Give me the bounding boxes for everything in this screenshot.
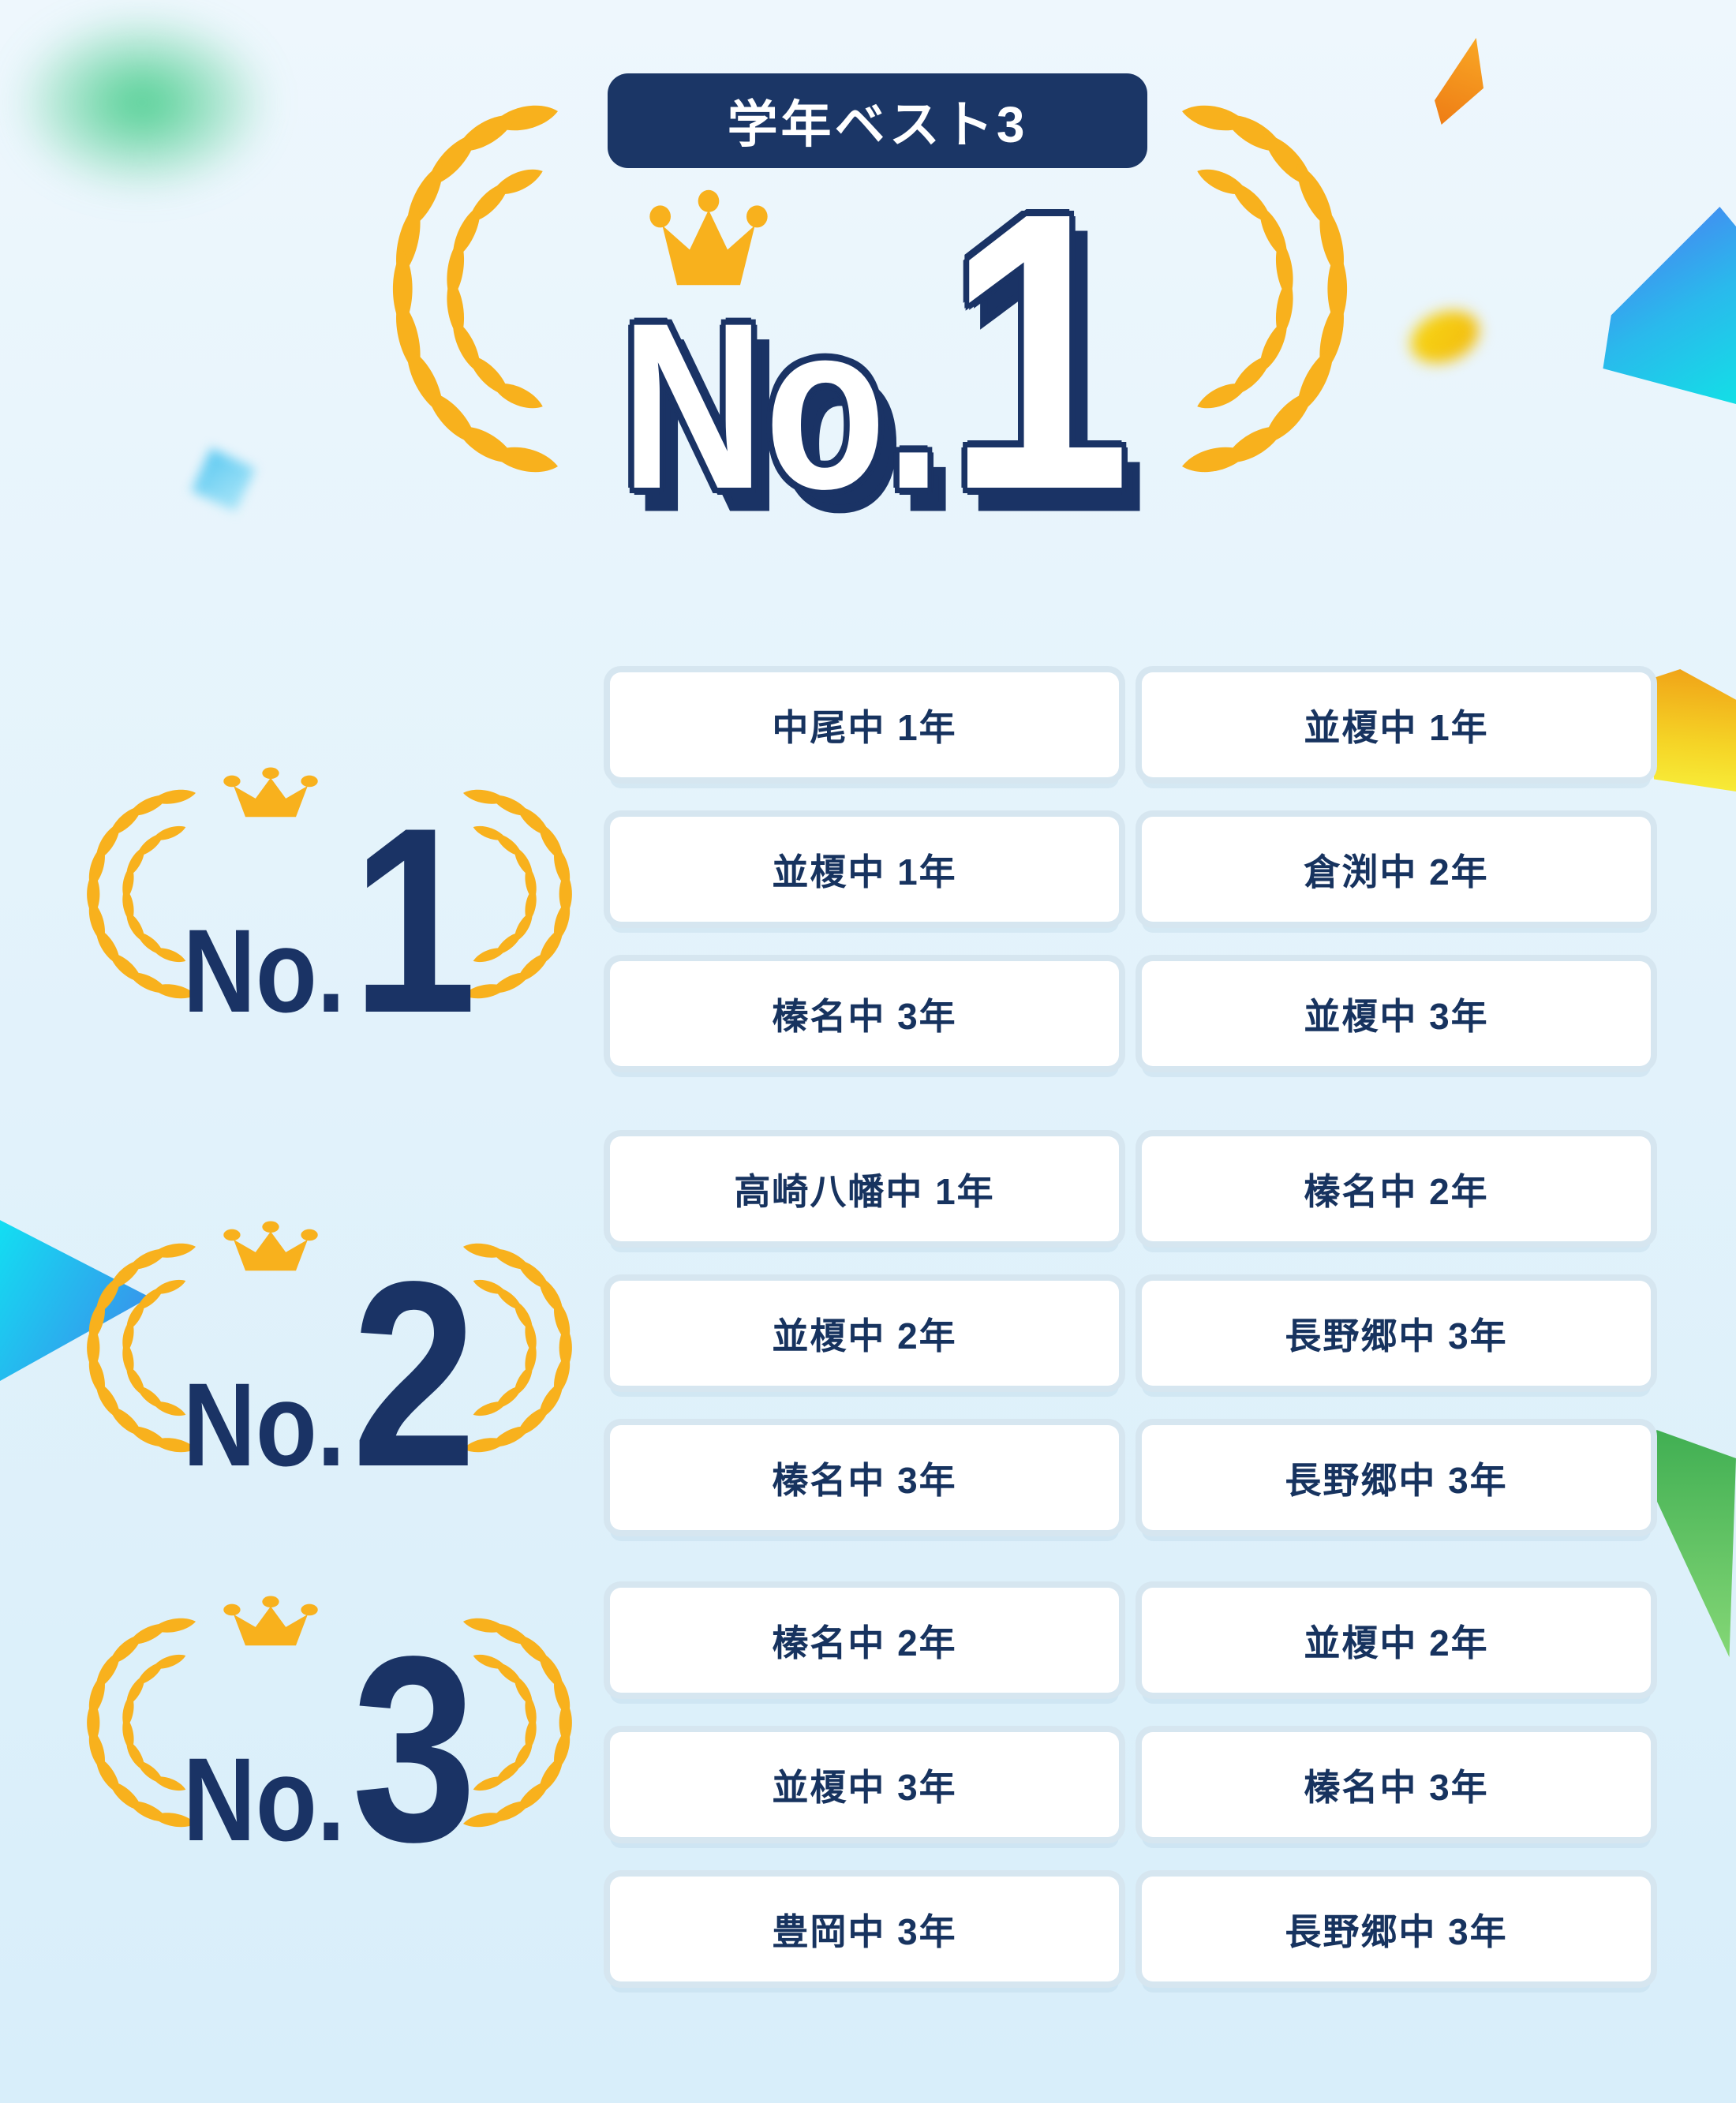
ranking-card: 倉渕中 2年 [1142, 817, 1651, 922]
school-grade-label: 並榎中 2年 [772, 1315, 957, 1356]
laurel-branch-icon [75, 1600, 197, 1846]
ranking-card: 榛名中 3年 [610, 961, 1119, 1066]
ranking-card: 並榎中 2年 [1142, 1588, 1651, 1693]
ranking-card: 榛名中 3年 [1142, 1732, 1651, 1837]
ranking-card: 榛名中 2年 [610, 1588, 1119, 1693]
rank-label-no2: No. 2 [75, 1215, 584, 1521]
school-grade-label: 豊岡中 3年 [772, 1910, 957, 1952]
confetti-green-blob [0, 0, 316, 225]
school-grade-label: 榛名中 2年 [1304, 1170, 1489, 1212]
cards-section-no3: 榛名中 2年 並榎中 2年 並榎中 3年 榛名中 3年 豊岡中 3年 長野郷中 … [610, 1588, 1651, 1981]
ranking-card: 長野郷中 3年 [1142, 1281, 1651, 1386]
school-grade-label: 榛名中 3年 [772, 1459, 957, 1501]
ranking-card: 並榎中 3年 [1142, 961, 1651, 1066]
cards-section-no2: 高崎八幡中 1年 榛名中 2年 並榎中 2年 長野郷中 3年 榛名中 3年 長野… [610, 1136, 1651, 1530]
hero-rank-outline: No. 1 [617, 130, 1134, 571]
confetti-cyan-piece [191, 447, 256, 512]
ranking-card: 榛名中 2年 [1142, 1136, 1651, 1241]
ranking-card: 榛名中 3年 [610, 1425, 1119, 1530]
ranking-card: 高崎八幡中 1年 [610, 1136, 1119, 1241]
school-grade-label: 榛名中 3年 [772, 995, 957, 1037]
school-grade-label: 榛名中 2年 [772, 1622, 957, 1663]
school-grade-label: 長野郷中 3年 [1285, 1315, 1508, 1356]
hero-rank-shadow: No. 1 [632, 149, 1149, 590]
school-grade-label: 榛名中 3年 [1304, 1766, 1489, 1808]
rank-text-no1: No. 1 [182, 773, 477, 1068]
title-badge: 学年ベスト3 [608, 73, 1147, 168]
title-badge-label: 学年ベスト3 [727, 96, 1028, 153]
confetti-green-triangle [1652, 1430, 1736, 1657]
laurel-branch-icon [462, 1600, 584, 1846]
rank-label-no3: No. 3 [75, 1590, 584, 1896]
confetti-gold-wedge [1643, 669, 1736, 791]
laurel-branch-icon [75, 1225, 197, 1471]
laurel-branch-icon [1180, 73, 1365, 505]
hero-rank-text: No. 1 [620, 130, 1132, 571]
ranking-card: 並榎中 1年 [610, 817, 1119, 922]
school-grade-label: 倉渕中 2年 [1304, 851, 1489, 892]
school-grade-label: 高崎八幡中 1年 [734, 1170, 995, 1212]
school-grade-label: 並榎中 1年 [1304, 706, 1489, 748]
school-grade-label: 長野郷中 3年 [1285, 1910, 1508, 1952]
rank-label-no1: No. 1 [75, 761, 584, 1068]
hero-rank-no1: No. 1 No. 1 No. 1 [617, 130, 1149, 571]
ranking-card: 並榎中 3年 [610, 1732, 1119, 1837]
cards-section-no1: 中尾中 1年 並榎中 1年 並榎中 1年 倉渕中 2年 榛名中 3年 並榎中 3… [610, 672, 1651, 1066]
confetti-yellow-blob [1402, 301, 1487, 373]
rank-text-no3: No. 3 [182, 1601, 477, 1896]
ranking-card: 長野郷中 3年 [1142, 1877, 1651, 1981]
laurel-branch-icon [75, 771, 197, 1017]
school-grade-label: 並榎中 3年 [772, 1766, 957, 1808]
ranking-card: 豊岡中 3年 [610, 1877, 1119, 1981]
laurel-branch-icon [375, 73, 560, 505]
laurel-branch-icon [462, 771, 584, 1017]
rank-text-no2: No. 2 [182, 1226, 477, 1521]
ranking-card: 中尾中 1年 [610, 672, 1119, 777]
school-grade-label: 中尾中 1年 [772, 706, 957, 748]
confetti-orange-piece [1435, 38, 1483, 125]
school-grade-label: 長野郷中 3年 [1285, 1459, 1508, 1501]
confetti-blue-triangle [1603, 207, 1736, 404]
ranking-card: 並榎中 1年 [1142, 672, 1651, 777]
ranking-card: 並榎中 2年 [610, 1281, 1119, 1386]
laurel-branch-icon [462, 1225, 584, 1471]
school-grade-label: 並榎中 2年 [1304, 1622, 1489, 1663]
school-grade-label: 並榎中 1年 [772, 851, 957, 892]
ranking-card: 長野郷中 3年 [1142, 1425, 1651, 1530]
school-grade-label: 並榎中 3年 [1304, 995, 1489, 1037]
